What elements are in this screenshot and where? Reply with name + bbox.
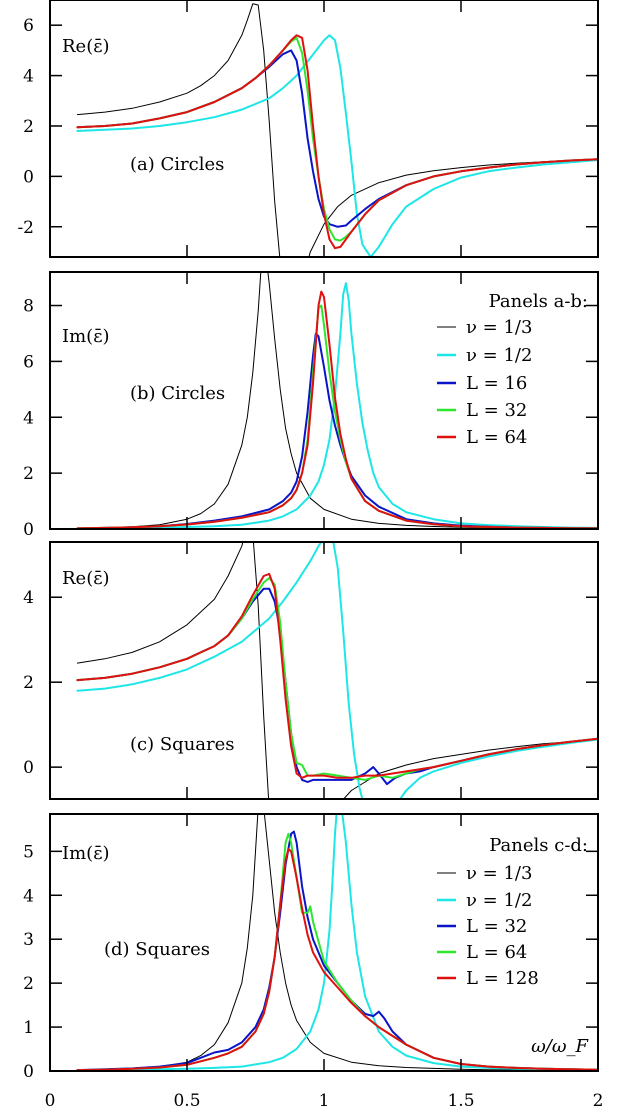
panel-c-axes: 0 2 4	[23, 542, 598, 799]
ytick-label-d-0: 0	[23, 1062, 34, 1082]
legend-b-item-1: ν = 1/2	[437, 345, 532, 366]
panel-d-ylabel: Im(ε̄)	[62, 843, 110, 864]
panel-a-frame	[49, 0, 599, 258]
series-b-0	[76, 272, 598, 529]
panel-c-annotation: (c) Squares	[130, 734, 235, 755]
panel-a-axes: -2 0 2 4 6	[17, 0, 598, 257]
panel-c: 0 2 4 Re(ε̄) (c) Squares	[23, 541, 599, 800]
series-b-4	[76, 290, 598, 529]
legend-d-label-1: ν = 1/2	[466, 890, 532, 911]
xtick-label-2: 1	[319, 1091, 330, 1111]
series-c-1	[76, 542, 598, 799]
legend-d-item-3: L = 64	[437, 942, 527, 963]
legend-d-item-0: ν = 1/3	[437, 863, 532, 884]
legend-b-label-1: ν = 1/2	[466, 345, 532, 366]
panel-b-frame	[49, 271, 599, 530]
panel-a: -2 0 2 4 6 Re(ε̄) (a) Circles	[17, 0, 599, 258]
legend-b-label-3: L = 32	[466, 400, 527, 421]
panel-d-axes: 0 1 2 3 4 5	[23, 814, 598, 1082]
ytick-label-d-1: 1	[23, 1018, 34, 1038]
ytick-label-a-3: 4	[23, 67, 34, 87]
legend-b-label-2: L = 16	[466, 373, 527, 394]
series-d-4	[76, 848, 598, 1071]
panel-d-series	[76, 814, 598, 1071]
legend-b-item-0: ν = 1/3	[437, 317, 532, 338]
legend-d-label-2: L = 32	[466, 916, 527, 937]
panel-a-ylabel: Re(ε̄)	[62, 36, 110, 57]
series-a-1	[76, 34, 598, 257]
x-axis-title: ω/ω_F	[531, 1036, 589, 1057]
ytick-label-d-4: 4	[23, 886, 34, 906]
ytick-label-a-0: -2	[17, 218, 34, 238]
ytick-label-b-3: 6	[23, 352, 34, 372]
legend-d-item-1: ν = 1/2	[437, 890, 532, 911]
ytick-label-b-4: 8	[23, 297, 34, 317]
panel-d: 0 1 2 3 4 5 Im(ε̄) (d) Squares Panels c-d: ν …	[23, 813, 599, 1082]
xtick-label-1: 0.5	[173, 1091, 200, 1111]
ytick-label-a-4: 6	[23, 16, 34, 36]
legend-b-item-3: L = 32	[437, 400, 527, 421]
legend-b-item-4: L = 64	[437, 427, 527, 448]
legend-b-label-0: ν = 1/3	[466, 317, 532, 338]
ytick-label-c-0: 0	[23, 758, 34, 778]
ytick-label-d-3: 3	[23, 930, 34, 950]
series-a-3	[76, 36, 598, 242]
panel-d-annotation: (d) Squares	[104, 939, 210, 960]
legend-d-label-0: ν = 1/3	[466, 863, 532, 884]
xtick-label-0: 0	[45, 1091, 56, 1111]
series-c-4	[76, 572, 598, 779]
legend-d-item-4: L = 128	[437, 968, 539, 989]
series-a-4	[76, 34, 598, 250]
panel-d-frame	[49, 813, 599, 1072]
legend-b-title: Panels a-b:	[489, 291, 588, 312]
legend-b-label-4: L = 64	[466, 427, 527, 448]
panel-c-frame	[49, 541, 599, 800]
panel-b-ylabel: Im(ε̄)	[62, 326, 110, 347]
series-b-1	[76, 282, 598, 529]
x-tick-labels: 0 0.5 1 1.5 2	[45, 1091, 604, 1111]
panel-c-ylabel: Re(ε̄)	[62, 568, 110, 589]
panel-a-series	[76, 3, 598, 257]
legend-d-label-3: L = 64	[466, 942, 527, 963]
series-a-0	[76, 3, 598, 257]
ytick-label-b-0: 0	[23, 520, 34, 540]
series-a-2	[76, 49, 598, 228]
ytick-label-b-2: 4	[23, 408, 34, 428]
panel-b-series	[76, 272, 598, 529]
panel-c-series	[76, 542, 598, 799]
panel-b-annotation: (b) Circles	[130, 383, 225, 404]
panel-a-annotation: (a) Circles	[130, 154, 224, 175]
legend-d-item-2: L = 32	[437, 916, 527, 937]
ytick-label-a-1: 0	[23, 167, 34, 187]
xtick-label-4: 2	[593, 1091, 604, 1111]
series-c-0	[76, 542, 598, 799]
series-d-1	[76, 814, 598, 1071]
panel-b: 0 2 4 6 8 Im(ε̄) (b) Circles Panels a-b: ν =…	[23, 271, 599, 540]
ytick-label-b-1: 2	[23, 464, 34, 484]
xtick-label-3: 1.5	[447, 1091, 474, 1111]
series-d-0	[76, 814, 598, 1071]
legend-b-item-2: L = 16	[437, 373, 527, 394]
ytick-label-c-1: 2	[23, 673, 34, 693]
ytick-label-a-2: 2	[23, 117, 34, 137]
panel-d-legend: Panels c-d: ν = 1/3 ν = 1/2 L = 32 L = 6…	[437, 835, 588, 989]
legend-d-title: Panels c-d:	[489, 835, 588, 856]
ytick-label-d-2: 2	[23, 974, 34, 994]
ytick-label-d-5: 5	[23, 842, 34, 862]
panel-b-legend: Panels a-b: ν = 1/3 ν = 1/2 L = 16 L = 3…	[437, 291, 588, 448]
ytick-label-c-2: 4	[23, 588, 34, 608]
legend-d-label-4: L = 128	[466, 968, 539, 989]
